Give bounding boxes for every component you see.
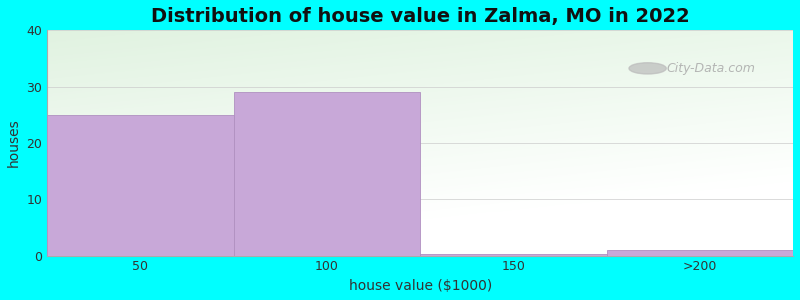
Title: Distribution of house value in Zalma, MO in 2022: Distribution of house value in Zalma, MO… [150,7,690,26]
Circle shape [629,63,666,74]
X-axis label: house value ($1000): house value ($1000) [349,279,492,293]
Bar [47,115,234,256]
Bar [420,254,606,256]
Bar [234,92,420,256]
Y-axis label: houses: houses [7,118,21,167]
Bar [606,250,793,256]
Text: City-Data.com: City-Data.com [666,62,755,75]
